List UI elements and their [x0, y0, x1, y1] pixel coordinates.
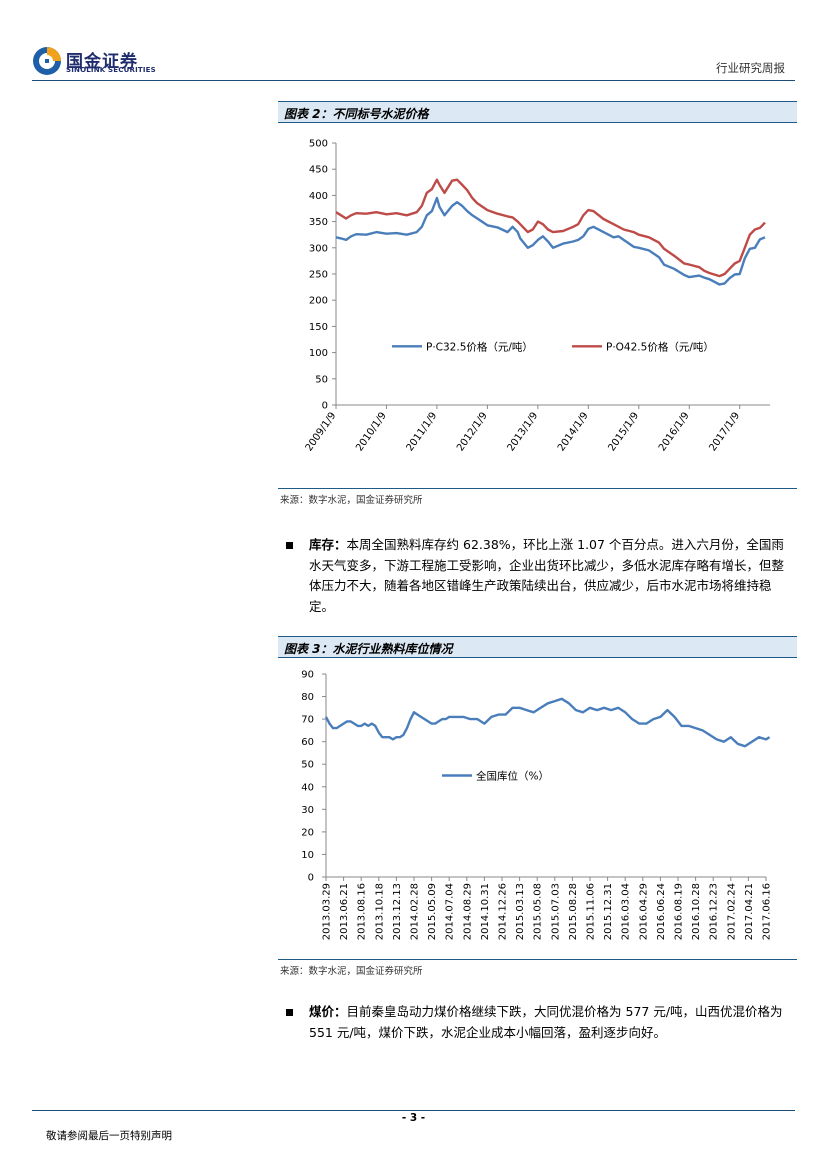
x-tick-label: 2017.06.16 [762, 883, 773, 940]
footer-divider [32, 1110, 795, 1111]
legend-label-1: 全国库位（%） [476, 770, 549, 783]
y-tick-label: 0 [322, 401, 328, 412]
inventory-chart: 0 10 20 30 40 50 60 70 80 90 2013.03.29 2013.06.21… [301, 670, 773, 941]
x-tick-label: 2017.02.24 [726, 883, 737, 940]
y-tick-label: 50 [301, 760, 314, 771]
x-tick-label: 2016.06.24 [656, 883, 667, 940]
paragraph-coal-lead: 煤价： [309, 1004, 347, 1019]
y-tick-label: 400 [309, 191, 328, 202]
price-chart: 0 50 100 150 200 250 300 350 400 450 500 2009/1/9 2… [304, 139, 770, 454]
paragraph-inventory-text: 本周全国熟料库存约 62.38%，环比上涨 1.07 个百分点。进入六月份，全国… [309, 537, 785, 614]
y-tick-label: 20 [301, 827, 314, 838]
paragraph-coal-text: 目前秦皇岛动力煤价格继续下跌，大同优混价格为 577 元/吨，山西优混价格为 5… [309, 1004, 783, 1040]
y-tick-label: 90 [301, 670, 314, 681]
y-tick-label: 50 [315, 374, 328, 385]
x-tick-label: 2015/1/9 [606, 410, 641, 453]
y-tick-label: 10 [301, 850, 314, 861]
y-tick-label: 200 [309, 296, 328, 307]
figure3-bottom-rule [278, 959, 797, 960]
x-tick-label: 2014.08.29 [462, 883, 473, 940]
figure3-title-bar [278, 637, 797, 657]
legend-label-2: P·O42.5价格（元/吨） [606, 340, 714, 353]
y-tick-label: 150 [309, 322, 328, 333]
x-tick-label: 2011/1/9 [405, 410, 440, 453]
x-tick-label: 2014.02.28 [410, 883, 421, 940]
x-tick-label: 2016/1/9 [657, 410, 692, 453]
x-tick-label: 2013.08.16 [357, 883, 368, 940]
series-line-1 [324, 697, 771, 748]
x-tick-label: 2015.05.09 [427, 883, 438, 940]
x-tick-label: 2017/1/9 [707, 410, 742, 453]
figure3-top-rule [278, 636, 797, 637]
y-tick-label: 60 [301, 737, 314, 748]
bullet-icon [286, 542, 293, 549]
x-tick-label: 2015.03.13 [515, 883, 526, 940]
x-tick-label: 2016.12.23 [709, 883, 720, 940]
figure2-top-rule [278, 101, 797, 102]
x-tick-label: 2016.04.29 [638, 883, 649, 940]
series-line-2 [335, 178, 766, 278]
y-tick-label: 250 [309, 270, 328, 281]
report-type: 行业研究周报 [716, 61, 785, 75]
figure2-source: 来源：数字水泥，国金证券研究所 [280, 495, 423, 506]
x-tick-label: 2014.10.31 [480, 883, 491, 940]
y-tick-label: 80 [301, 692, 314, 703]
company-name-en: SINOLINK SECURITIES [66, 66, 156, 74]
figure2-bottom-rule [278, 488, 797, 489]
y-tick-label: 100 [309, 348, 328, 359]
figure3-title-rule [278, 657, 797, 658]
x-tick-label: 2013/1/9 [506, 410, 541, 453]
x-tick-label: 2013.10.18 [374, 883, 385, 940]
x-tick-label: 2015.05.08 [533, 883, 544, 940]
figure3-title: 图表 3：水泥行业熟料库位情况 [284, 642, 453, 656]
figure3-source: 来源：数字水泥，国金证券研究所 [280, 966, 423, 977]
footer-disclaimer: 敬请参阅最后一页特别声明 [46, 1130, 172, 1142]
x-tick-label: 2014.07.04 [445, 883, 456, 940]
x-tick-label: 2014.12.26 [498, 883, 509, 940]
y-tick-label: 350 [309, 217, 328, 228]
y-tick-label: 30 [301, 805, 314, 816]
y-tick-label: 500 [309, 139, 328, 150]
series-line-1 [335, 196, 766, 286]
y-tick-label: 70 [301, 715, 314, 726]
x-tick-label: 2013.06.21 [339, 883, 350, 940]
company-logo-icon [32, 46, 62, 76]
x-tick-label: 2017.04.21 [744, 883, 755, 940]
x-tick-label: 2010/1/9 [354, 410, 389, 453]
y-tick-label: 0 [308, 873, 314, 884]
y-tick-label: 300 [309, 243, 328, 254]
figure2-title-bar [278, 102, 797, 122]
x-tick-label: 2009/1/9 [304, 410, 339, 453]
x-tick-label: 2015.12.31 [603, 883, 614, 940]
x-tick-label: 2014/1/9 [556, 410, 591, 453]
bullet-icon [286, 1009, 293, 1016]
legend-label-1: P·C32.5价格（元/吨） [426, 340, 533, 353]
x-tick-label: 2012/1/9 [455, 410, 490, 453]
y-tick-label: 40 [301, 782, 314, 793]
x-tick-label: 2013.12.13 [392, 883, 403, 940]
page-number: - 3 - [401, 1112, 426, 1124]
paragraph-inventory-lead: 库存： [309, 537, 347, 552]
x-tick-label: 2016.08.19 [674, 883, 685, 940]
paragraph-coal: 煤价：目前秦皇岛动力煤价格继续下跌，大同优混价格为 577 元/吨，山西优混价格… [309, 1002, 795, 1043]
x-tick-label: 2016.03.04 [621, 883, 632, 940]
header-divider [32, 80, 795, 81]
x-tick-label: 2015.07.03 [550, 883, 561, 940]
x-tick-label: 2015.11.06 [586, 883, 597, 940]
y-tick-label: 450 [309, 165, 328, 176]
company-name-cn: 国金证券 [66, 52, 138, 72]
figure2-title: 图表 2：不同标号水泥价格 [284, 107, 429, 121]
paragraph-inventory: 库存：本周全国熟料库存约 62.38%，环比上涨 1.07 个百分点。进入六月份… [309, 535, 795, 617]
x-tick-label: 2016.10.28 [691, 883, 702, 940]
x-tick-label: 2013.03.29 [322, 883, 333, 940]
figure2-title-rule [278, 122, 797, 123]
x-tick-label: 2015.08.28 [568, 883, 579, 940]
